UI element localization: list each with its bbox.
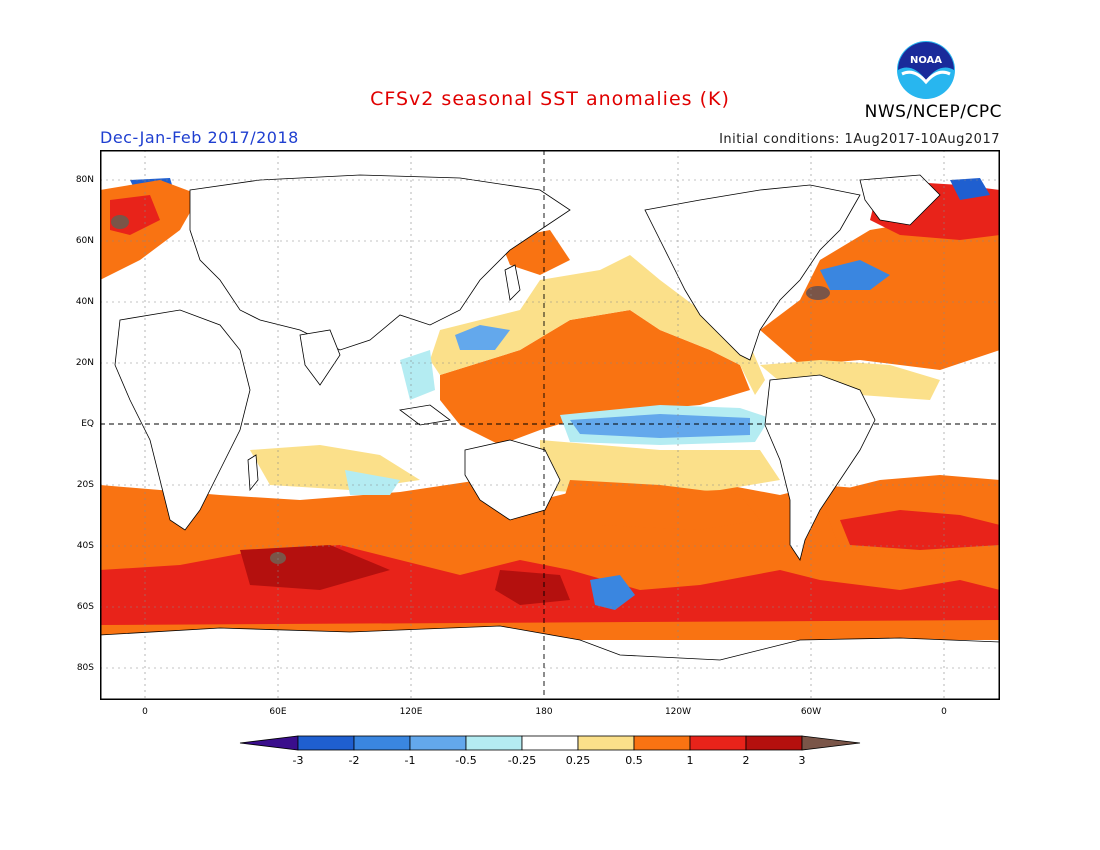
sst-anomaly-map xyxy=(100,150,1000,700)
colorbar-upper-extension xyxy=(801,735,861,751)
forecast-period: Dec-Jan-Feb 2017/2018 xyxy=(100,128,299,147)
lat-label: 40N xyxy=(75,297,94,307)
colorbar-tick-label: -0.25 xyxy=(508,754,536,767)
lat-label: 40S xyxy=(76,541,94,551)
lon-label: 0 xyxy=(941,707,947,717)
lat-label: 80N xyxy=(75,175,94,185)
west-pacific-warm-edge xyxy=(430,255,765,395)
colorbar-swatch xyxy=(521,735,579,751)
indian-ocean-cool xyxy=(345,470,400,495)
indonesia xyxy=(399,404,451,426)
lat-label: 80S xyxy=(76,663,94,673)
colorbar-swatch xyxy=(297,735,355,751)
colorbar-swatch xyxy=(577,735,635,751)
australia xyxy=(464,439,561,521)
lon-label: 120W xyxy=(664,707,692,717)
colorbar-tick-label: -1 xyxy=(405,754,416,767)
lat-label: 20S xyxy=(76,480,94,490)
colorbar-legend: -3 -2 -1 -0.5 -0.25 0.25 0.5 1 2 3 xyxy=(239,735,861,767)
extreme-warm-spot xyxy=(806,286,830,300)
north-pacific-cool xyxy=(400,350,435,400)
map-title: CFSv2 seasonal SST anomalies (K) xyxy=(370,88,730,110)
land-masses xyxy=(100,174,1000,700)
colorbar-swatch xyxy=(689,735,747,751)
agency-label: NWS/NCEP/CPC xyxy=(864,102,1002,122)
antarctica xyxy=(100,625,1000,700)
lon-label: 120E xyxy=(399,707,423,717)
colorbar-tick-label: -3 xyxy=(293,754,304,767)
japan xyxy=(504,264,521,301)
initial-conditions: Initial conditions: 1Aug2017-10Aug2017 xyxy=(719,132,1000,147)
lon-label: 60E xyxy=(269,707,287,717)
noaa-logo-icon: NOAA xyxy=(897,41,955,99)
colorbar-swatch xyxy=(465,735,523,751)
lat-label: 20N xyxy=(75,358,94,368)
lat-label: EQ xyxy=(81,419,94,429)
colorbar-tick-label: 0.5 xyxy=(625,754,643,767)
colorbar-tick-label: 1 xyxy=(687,754,694,767)
colorbar-tick-label: 2 xyxy=(743,754,750,767)
north-atlantic-warm xyxy=(760,210,1000,370)
colorbar-swatch xyxy=(633,735,691,751)
south-america xyxy=(764,374,876,561)
north-pacific-cool xyxy=(455,325,510,350)
north-america xyxy=(644,184,861,361)
colorbar-swatch xyxy=(409,735,467,751)
south-pacific-warm xyxy=(540,440,780,495)
india xyxy=(299,329,341,386)
south-pacific-cool-patch xyxy=(590,575,635,610)
southern-ocean-hot-patch xyxy=(495,570,570,605)
colorbar-tick-label: -0.5 xyxy=(455,754,476,767)
south-atlantic-hot xyxy=(840,510,1000,550)
greenland xyxy=(859,174,941,226)
africa xyxy=(114,309,251,531)
equatorial-cold-core xyxy=(570,414,750,438)
north-atlantic-cool xyxy=(820,260,890,290)
south-pacific-warm xyxy=(560,480,760,530)
colorbar-swatch xyxy=(745,735,803,751)
madagascar xyxy=(247,454,259,492)
colorbar-tick-label: -2 xyxy=(349,754,360,767)
map-frame xyxy=(100,150,1000,700)
lon-label: 180 xyxy=(535,707,553,717)
colorbar-tick-label: 3 xyxy=(799,754,806,767)
lat-label: 60N xyxy=(75,236,94,246)
lat-lon-grid xyxy=(100,150,1000,700)
eurasia xyxy=(189,174,571,351)
colorbar-swatch xyxy=(353,735,411,751)
colorbar-lower-extension xyxy=(239,735,299,751)
extreme-warm-spot xyxy=(111,215,129,229)
west-pacific-warm-pool xyxy=(440,310,750,445)
lat-label: 60S xyxy=(76,602,94,612)
lon-label: 0 xyxy=(142,707,148,717)
logo-text: NOAA xyxy=(910,55,942,66)
colorbar-tick-label: 0.25 xyxy=(566,754,591,767)
arctic-cool xyxy=(950,178,990,200)
lon-label: 60W xyxy=(800,707,822,717)
